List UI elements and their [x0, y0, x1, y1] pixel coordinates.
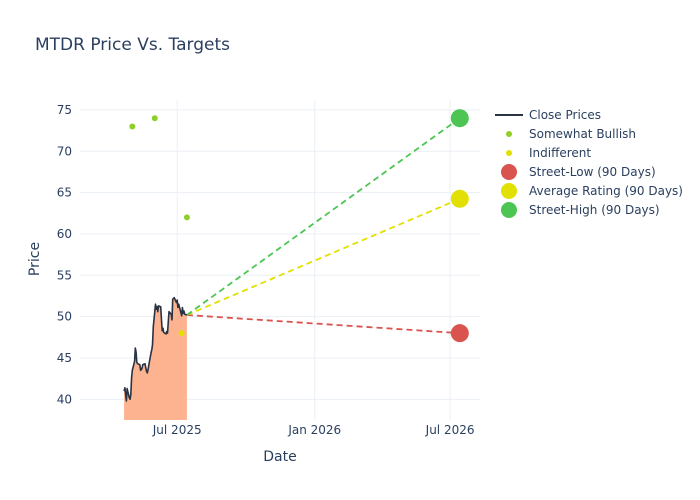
y-tick-label: 70: [57, 144, 72, 158]
legend-label: Street-High (90 Days): [529, 203, 660, 217]
y-tick-label: 45: [57, 351, 72, 365]
somewhat-bullish-point[interactable]: [151, 115, 158, 122]
legend-item[interactable]: Indifferent: [506, 146, 591, 160]
y-tick-labels: 40 45 50 55 60 65 70 75: [57, 103, 72, 406]
y-tick-label: 65: [57, 186, 72, 200]
y-tick-label: 60: [57, 227, 72, 241]
legend-item[interactable]: Street-High (90 Days): [501, 202, 660, 218]
somewhat-bullish-point[interactable]: [129, 123, 136, 130]
close-line: [123, 296, 188, 402]
legend-label: Average Rating (90 Days): [529, 184, 683, 198]
x-axis-title: Date: [263, 449, 296, 465]
street-high-point[interactable]: [450, 109, 469, 128]
x-tick-label: Jan 2026: [287, 423, 341, 437]
close-area: [124, 297, 187, 420]
legend-dot-swatch: [501, 164, 517, 180]
legend-item[interactable]: Street-Low (90 Days): [501, 164, 656, 180]
legend-item[interactable]: Close Prices: [495, 108, 601, 122]
legend-label: Indifferent: [529, 146, 591, 160]
x-tick-label: Jul 2025: [152, 423, 202, 437]
chart-title: MTDR Price Vs. Targets: [35, 35, 230, 55]
legend-dot-swatch: [506, 150, 512, 156]
y-tick-label: 40: [57, 392, 72, 406]
close-price-area: [124, 297, 187, 420]
somewhat-bullish-point[interactable]: [183, 214, 190, 221]
legend-item[interactable]: Average Rating (90 Days): [501, 183, 683, 199]
x-tick-label: Jul 2026: [425, 423, 475, 437]
y-tick-label: 50: [57, 310, 72, 324]
rating-points: [129, 109, 469, 343]
legend-dot-swatch: [506, 131, 512, 137]
street-low-line: [186, 314, 460, 335]
y-tick-label: 55: [57, 268, 72, 282]
legend-item[interactable]: Somewhat Bullish: [506, 127, 636, 141]
legend-label: Somewhat Bullish: [529, 127, 636, 141]
street-high-line: [186, 117, 461, 316]
gridlines: [80, 100, 480, 420]
x-tick-labels: Jul 2025 Jan 2026 Jul 2026: [152, 423, 475, 437]
indifferent-point[interactable]: [178, 330, 185, 337]
average-rating-point[interactable]: [450, 189, 469, 208]
target-lines: [186, 117, 461, 335]
legend[interactable]: Close Prices Somewhat Bullish Indifferent S…: [495, 108, 683, 218]
legend-label: Street-Low (90 Days): [529, 165, 656, 179]
close-price-line: [123, 296, 188, 402]
y-tick-label: 75: [57, 103, 72, 117]
y-axis-title: Price: [27, 242, 43, 276]
legend-dot-swatch: [501, 202, 517, 218]
legend-label: Close Prices: [529, 108, 601, 122]
street-low-point[interactable]: [450, 324, 469, 343]
legend-dot-swatch: [501, 183, 517, 199]
